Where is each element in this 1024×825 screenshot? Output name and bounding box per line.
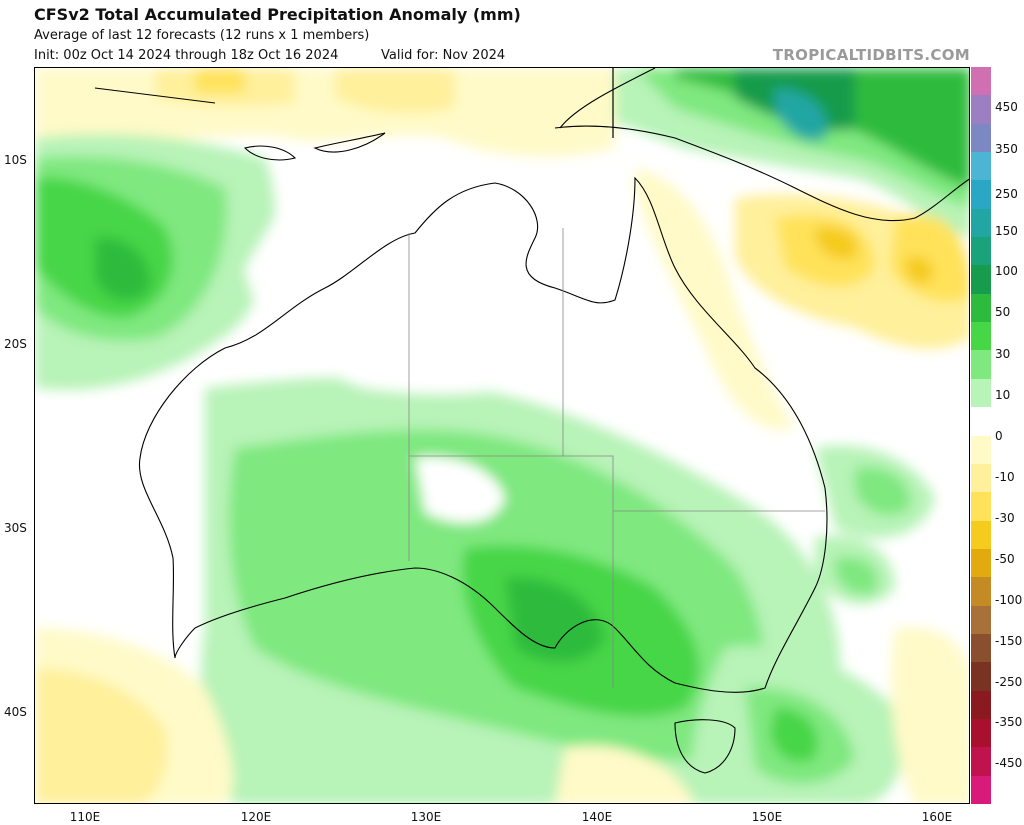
colorbar-label: -150	[995, 634, 1023, 648]
colorbar-swatch	[971, 747, 991, 777]
brand-watermark: TROPICALTIDBITS.COM	[772, 46, 970, 64]
colorbar-label: 350	[995, 142, 1018, 156]
lon-label-140e: 140E	[581, 810, 613, 824]
colorbar-swatch	[971, 322, 991, 351]
colorbar-swatch	[971, 350, 991, 380]
colorbar-label: -450	[995, 756, 1023, 770]
colorbar-swatch	[971, 180, 991, 210]
init-time: Init: 00z Oct 14 2024 through 18z Oct 16…	[34, 48, 339, 63]
colorbar-label: -250	[995, 675, 1023, 689]
colorbar-swatch	[971, 67, 991, 96]
colorbar-swatch	[971, 123, 991, 153]
colorbar	[971, 67, 991, 805]
colorbar-swatch	[971, 378, 991, 408]
colorbar-swatch	[971, 435, 991, 465]
colorbar-swatch	[971, 293, 991, 323]
colorbar-swatch	[971, 662, 991, 692]
colorbar-swatch	[971, 775, 991, 805]
valid-time: Valid for: Nov 2024	[381, 48, 506, 63]
map-canvas	[35, 68, 969, 803]
colorbar-swatch	[971, 492, 991, 522]
colorbar-swatch	[971, 577, 991, 607]
colorbar-label: 50	[995, 305, 1011, 319]
colorbar-swatch	[971, 237, 991, 266]
colorbar-label: 100	[995, 264, 1018, 278]
colorbar-swatch	[971, 605, 991, 635]
colorbar-swatch	[971, 718, 991, 748]
colorbar-label: 450	[995, 100, 1018, 114]
lon-label-130e: 130E	[410, 810, 442, 824]
colorbar-swatch	[971, 265, 991, 295]
lon-label-120e: 120E	[240, 810, 272, 824]
colorbar-label: 30	[995, 347, 1011, 361]
lon-label-150e: 150E	[751, 810, 783, 824]
lat-label-30s: 30S	[4, 521, 27, 535]
colorbar-label: -50	[995, 552, 1015, 566]
colorbar-label: 10	[995, 388, 1011, 402]
state-borders	[408, 228, 825, 688]
lat-label-10s: 10S	[4, 153, 27, 167]
colorbar-swatch	[971, 633, 991, 663]
colorbar-label: -100	[995, 593, 1023, 607]
coastlines	[94, 68, 969, 774]
colorbar-swatch	[971, 208, 991, 238]
colorbar-swatch	[971, 95, 991, 125]
precip-anomaly-map	[34, 67, 970, 804]
colorbar-swatch	[971, 548, 991, 578]
colorbar-label: 0	[995, 429, 1003, 443]
colorbar-label: 250	[995, 187, 1018, 201]
colorbar-label: -10	[995, 470, 1015, 484]
colorbar-label: -30	[995, 511, 1015, 525]
lon-label-110e: 110E	[69, 810, 101, 824]
map-title: CFSv2 Total Accumulated Precipitation An…	[34, 5, 521, 24]
lat-label-40s: 40S	[4, 705, 27, 719]
map-subtitle: Average of last 12 forecasts (12 runs x …	[34, 28, 370, 43]
colorbar-swatch	[971, 463, 991, 493]
colorbar-swatch	[971, 152, 991, 181]
colorbar-swatch	[971, 407, 991, 436]
lat-label-20s: 20S	[4, 337, 27, 351]
lon-label-160e: 160E	[921, 810, 953, 824]
colorbar-swatch	[971, 520, 991, 550]
anomaly-fill	[35, 68, 969, 803]
colorbar-label: 150	[995, 224, 1018, 238]
colorbar-label: -350	[995, 715, 1023, 729]
colorbar-swatch	[971, 690, 991, 720]
